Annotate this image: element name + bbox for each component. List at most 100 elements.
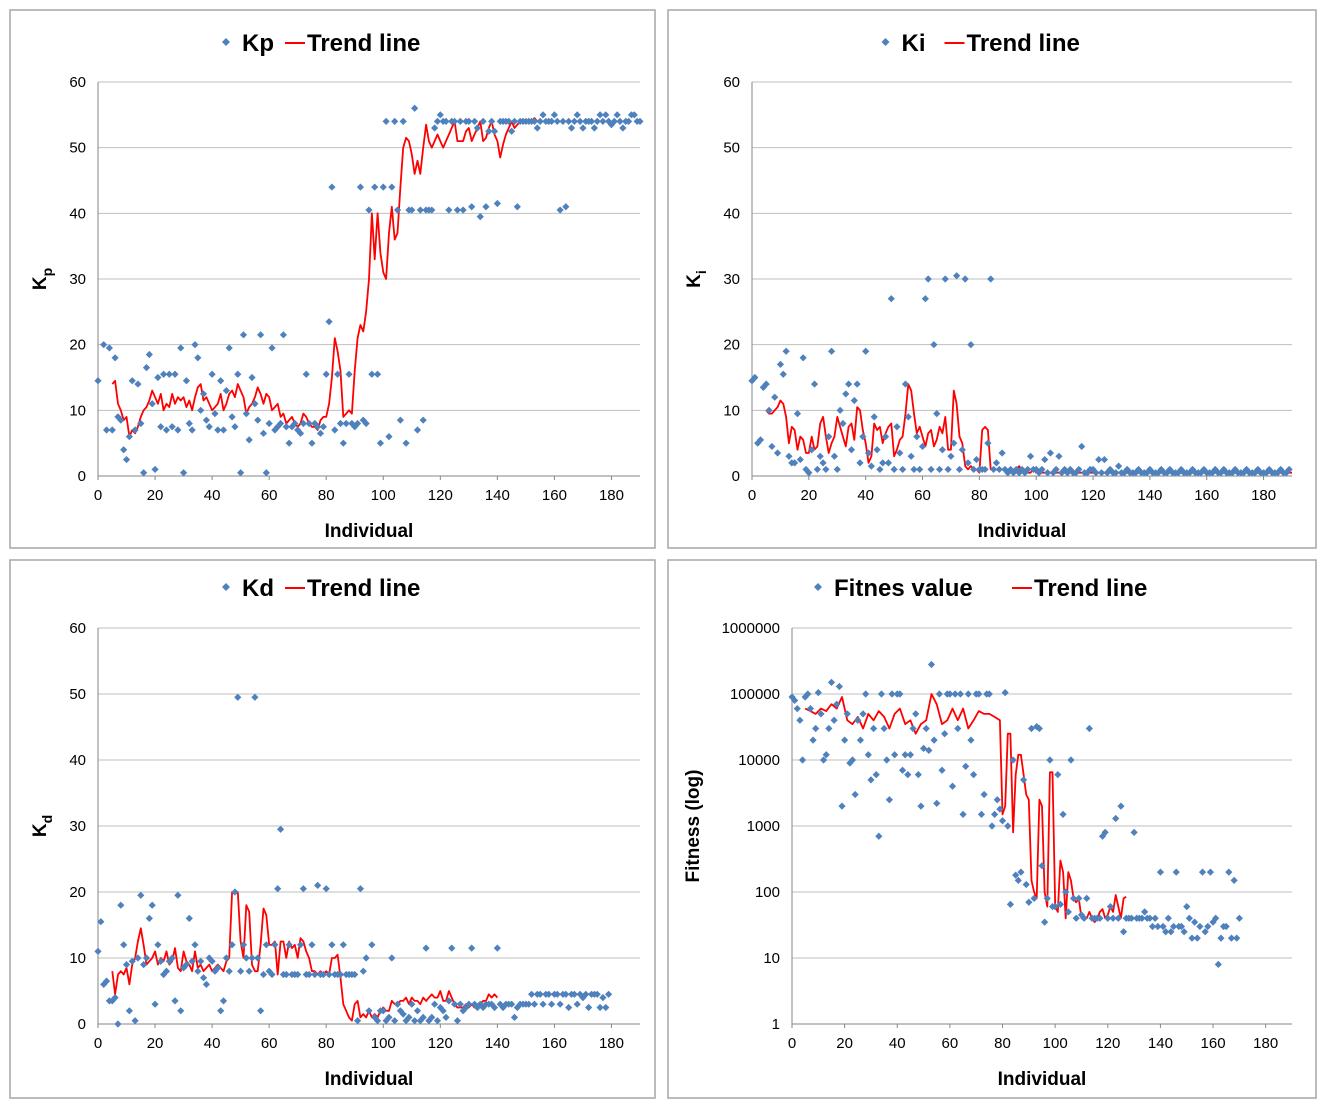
y-axis-title: Kd — [30, 815, 55, 837]
data-point — [938, 766, 946, 774]
data-point — [165, 370, 173, 378]
data-point — [239, 941, 248, 949]
data-point — [1265, 465, 1273, 474]
data-point — [1214, 960, 1222, 968]
data-point — [793, 705, 801, 713]
data-point — [416, 206, 424, 214]
y-tick-label: 20 — [723, 337, 740, 354]
x-tick-label: 100 — [1024, 487, 1049, 504]
data-point — [819, 459, 827, 467]
data-point — [308, 439, 316, 447]
data-point — [791, 459, 799, 467]
data-point — [822, 751, 830, 759]
data-point — [904, 771, 912, 779]
data-point — [616, 117, 624, 125]
y-tick-label: 50 — [69, 686, 86, 703]
data-point — [556, 1000, 564, 1008]
data-point — [964, 690, 972, 698]
data-point — [445, 206, 453, 214]
data-point — [151, 1000, 159, 1008]
data-point — [593, 117, 601, 125]
x-tick-label: 60 — [261, 1035, 278, 1052]
data-point — [205, 423, 213, 431]
y-axis-title: Fitness (log) — [683, 770, 704, 883]
data-point — [442, 117, 450, 125]
data-point — [199, 390, 208, 398]
data-point — [148, 400, 156, 408]
x-tick-label: 100 — [371, 487, 396, 504]
y-tick-label: 20 — [69, 337, 86, 354]
y-tick-label: 10000 — [738, 752, 780, 769]
data-point — [296, 429, 305, 437]
data-point — [499, 1003, 507, 1012]
data-point — [391, 117, 399, 125]
data-point — [995, 465, 1003, 474]
data-point — [602, 1003, 610, 1012]
data-point — [599, 994, 607, 1002]
data-point — [1096, 914, 1104, 922]
trend-line — [111, 117, 541, 438]
data-point — [1097, 469, 1106, 477]
y-tick-label: 60 — [69, 74, 86, 91]
data-point — [867, 776, 875, 784]
data-point — [305, 419, 313, 428]
data-point — [202, 416, 210, 424]
data-point — [1167, 928, 1175, 936]
data-point — [873, 446, 881, 454]
data-point — [168, 423, 176, 431]
data-point — [838, 802, 846, 810]
data-point — [1201, 928, 1209, 936]
data-point — [134, 954, 142, 962]
data-point — [211, 410, 219, 418]
x-tick-label: 80 — [971, 487, 988, 504]
x-tick-label: 60 — [942, 1035, 959, 1052]
y-axis-title: Ki — [684, 270, 709, 288]
data-point — [365, 206, 373, 214]
data-point — [859, 710, 867, 718]
data-point — [199, 974, 208, 982]
data-point — [385, 433, 393, 441]
data-point — [539, 1000, 547, 1008]
legend-label-trend: Trend line — [307, 30, 420, 57]
data-point — [1106, 903, 1115, 911]
data-point — [935, 465, 944, 474]
data-point — [954, 724, 962, 733]
data-point — [145, 350, 153, 359]
data-point — [1083, 469, 1091, 477]
data-point — [596, 1003, 604, 1012]
data-point — [191, 341, 199, 349]
data-point — [1061, 465, 1069, 474]
data-point — [311, 970, 319, 979]
data-point — [585, 1003, 593, 1012]
data-point — [353, 1017, 362, 1025]
x-tick-label: 40 — [204, 487, 221, 504]
data-point — [171, 370, 179, 378]
data-point — [388, 954, 396, 962]
data-point — [419, 1013, 427, 1021]
y-axis-title: Kp — [30, 268, 55, 290]
data-point — [1151, 914, 1159, 922]
data-point — [810, 380, 819, 388]
data-point — [385, 1013, 393, 1021]
data-point — [1156, 868, 1165, 876]
data-point — [776, 360, 785, 368]
data-point — [431, 124, 439, 132]
data-point — [854, 716, 862, 724]
data-point — [570, 117, 578, 125]
data-point — [1109, 914, 1117, 922]
data-point — [1204, 922, 1212, 931]
data-point — [171, 997, 179, 1005]
data-point — [314, 881, 322, 889]
data-point — [917, 802, 925, 810]
data-point — [841, 736, 849, 744]
data-point — [185, 419, 193, 428]
data-point — [941, 275, 949, 283]
data-point — [120, 941, 128, 949]
data-point — [967, 341, 975, 349]
data-point — [879, 459, 887, 467]
data-point — [168, 954, 176, 962]
data-point — [154, 373, 162, 382]
data-point — [120, 446, 128, 454]
data-point — [536, 117, 544, 125]
